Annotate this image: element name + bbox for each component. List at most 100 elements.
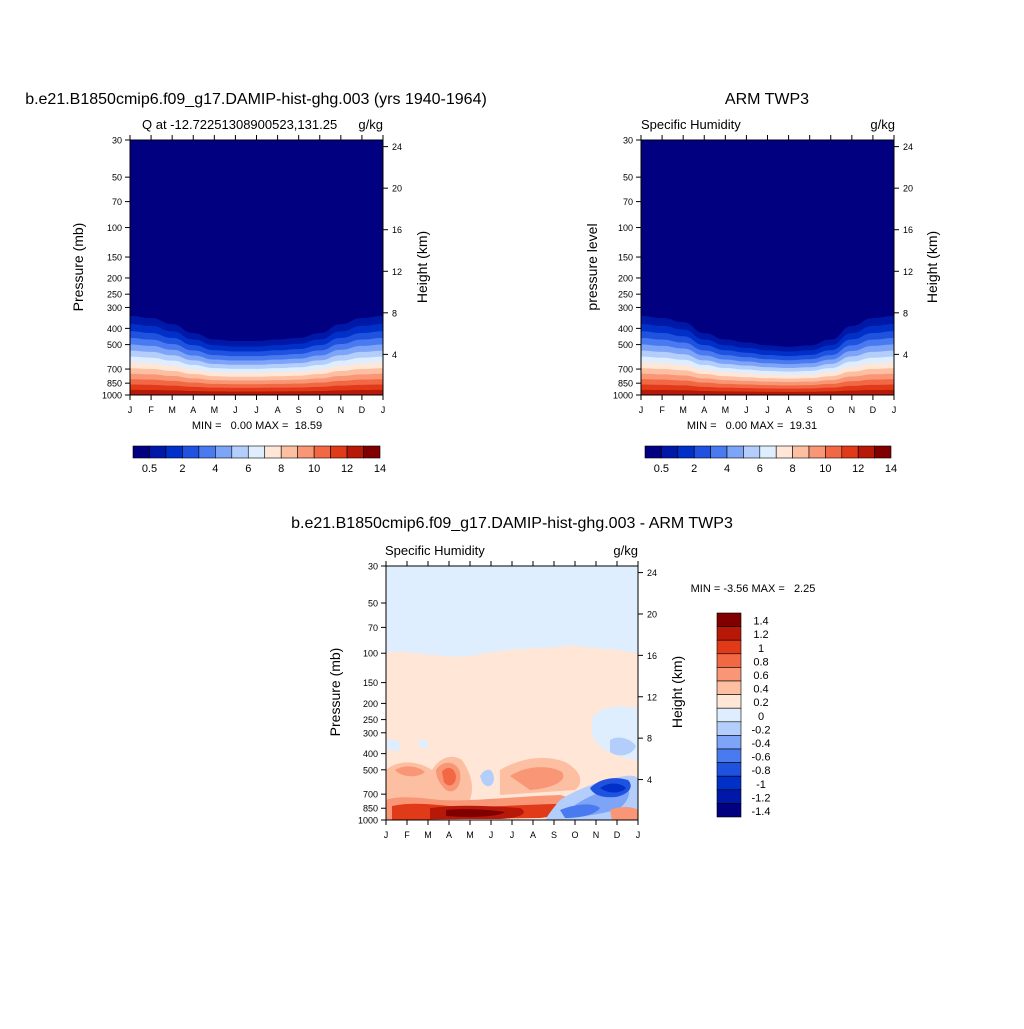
colorbar-box <box>363 445 381 459</box>
y-tick-label: 700 <box>363 790 378 800</box>
contour-field <box>641 140 894 395</box>
x-tick-label: J <box>744 405 749 415</box>
x-tick-label: F <box>148 405 154 415</box>
y-axis-label: Pressure (mb) <box>70 223 86 312</box>
colorbar-label: 0.5 <box>654 463 669 475</box>
y-tick-label: 100 <box>363 649 378 659</box>
colorbar-label: 12 <box>852 463 864 475</box>
colorbar-label: -1 <box>756 779 766 791</box>
colorbar-label: -0.8 <box>752 765 771 777</box>
y-tick-label: 70 <box>368 623 378 633</box>
colorbar-label: 1 <box>758 643 764 655</box>
colorbar-box <box>313 445 331 459</box>
x-tick-label: N <box>849 405 856 415</box>
x-tick-label: S <box>551 830 557 840</box>
y-right-tick-label: 8 <box>392 308 397 318</box>
colorbar: 1.41.210.80.60.40.20-0.2-0.4-0.6-0.8-1-1… <box>716 612 771 818</box>
panel-subtitle-left: Q at -12.72251308900523,131.25 <box>142 117 337 132</box>
x-tick-label: S <box>807 405 813 415</box>
y-tick-label: 50 <box>368 599 378 609</box>
colorbar-label: -0.2 <box>752 724 771 736</box>
colorbar-box <box>857 445 875 459</box>
panel-subtitle-right: g/kg <box>870 117 895 132</box>
colorbar-box <box>808 445 826 459</box>
colorbar: 0.5 2 4 6 8 10 12 14 <box>132 445 386 475</box>
panel-subtitle-left: Specific Humidity <box>641 117 741 132</box>
colorbar-label: 10 <box>308 463 320 475</box>
min-max-label: MIN = 0.00 MAX = 19.31 <box>687 420 817 432</box>
y-tick-label: 30 <box>112 136 122 146</box>
y-tick-label: 30 <box>368 562 378 572</box>
colorbar-label: 4 <box>724 463 730 475</box>
x-tick-label: J <box>233 405 238 415</box>
y-tick-label: 1000 <box>358 816 378 826</box>
colorbar-box <box>792 445 810 459</box>
x-tick-label: D <box>359 405 366 415</box>
colorbar-label: 14 <box>374 463 386 475</box>
colorbar-box <box>716 626 742 641</box>
colorbar-label: 0.5 <box>142 463 157 475</box>
x-tick-label: F <box>659 405 665 415</box>
x-tick-label: J <box>254 405 259 415</box>
colorbar-label: -1.4 <box>752 806 771 818</box>
colorbar-box <box>231 445 249 459</box>
y-axis-label: pressure level <box>584 223 600 310</box>
y-right-tick-label: 12 <box>903 267 913 277</box>
y-tick-label: 50 <box>623 173 633 183</box>
y-right-tick-label: 24 <box>647 568 657 578</box>
y-tick-label: 500 <box>618 340 633 350</box>
y-right-tick-label: 16 <box>647 651 657 661</box>
y-tick-label: 500 <box>363 765 378 775</box>
y-tick-label: 700 <box>107 365 122 375</box>
colorbar-box <box>215 445 233 459</box>
colorbar-label: 0 <box>758 711 764 723</box>
colorbar-box <box>716 721 742 736</box>
colorbar-label: 2 <box>179 463 185 475</box>
colorbar-label: 1.2 <box>753 629 768 641</box>
y-tick-label: 200 <box>107 273 122 283</box>
x-tick-label: J <box>489 830 494 840</box>
colorbar-box <box>743 445 761 459</box>
colorbar-box <box>716 789 742 804</box>
x-tick-label: J <box>510 830 515 840</box>
colorbar-box <box>247 445 266 459</box>
colorbar-box <box>841 445 859 459</box>
y-tick-label: 150 <box>618 253 633 263</box>
colorbar-box <box>716 612 742 627</box>
panel-difference: b.e21.B1850cmip6.f09_g17.DAMIP-hist-ghg.… <box>291 515 815 840</box>
colorbar-box <box>716 748 742 763</box>
colorbar-box <box>280 445 298 459</box>
y-right-tick-label: 24 <box>903 142 913 152</box>
y-right-tick-label: 24 <box>392 142 402 152</box>
panel-obs: ARM TWP3 Specific Humidity g/kg 30 50 70 10… <box>584 91 940 475</box>
contour-band <box>130 389 383 395</box>
x-tick-label: N <box>338 405 345 415</box>
colorbar-box <box>726 445 744 459</box>
x-tick-label: A <box>701 405 707 415</box>
x-tick-label: O <box>316 405 323 415</box>
y-tick-label: 700 <box>618 365 633 375</box>
x-tick-label: J <box>892 405 897 415</box>
x-tick-label: M <box>424 830 432 840</box>
colorbar-box <box>716 707 742 723</box>
y-tick-label: 400 <box>363 749 378 759</box>
colorbar-label: 10 <box>819 463 831 475</box>
panel-subtitle-right: g/kg <box>613 543 638 558</box>
colorbar-box <box>716 762 742 777</box>
panel-subtitle-right: g/kg <box>358 117 383 132</box>
x-tick-label: A <box>530 830 536 840</box>
y-tick-label: 100 <box>107 223 122 233</box>
x-tick-label: J <box>636 830 641 840</box>
colorbar: 0.5 2 4 6 8 10 12 14 <box>644 445 897 475</box>
colorbar-box <box>644 445 662 459</box>
y-tick-label: 400 <box>618 324 633 334</box>
min-max-label: MIN = 0.00 MAX = 18.59 <box>192 420 322 432</box>
y-tick-label: 100 <box>618 223 633 233</box>
colorbar-box <box>693 445 711 459</box>
y-tick-label: 1000 <box>102 391 122 401</box>
x-tick-label: A <box>786 405 792 415</box>
y-right-tick-label: 16 <box>392 225 402 235</box>
x-tick-label: J <box>128 405 133 415</box>
colorbar-box <box>182 445 200 459</box>
